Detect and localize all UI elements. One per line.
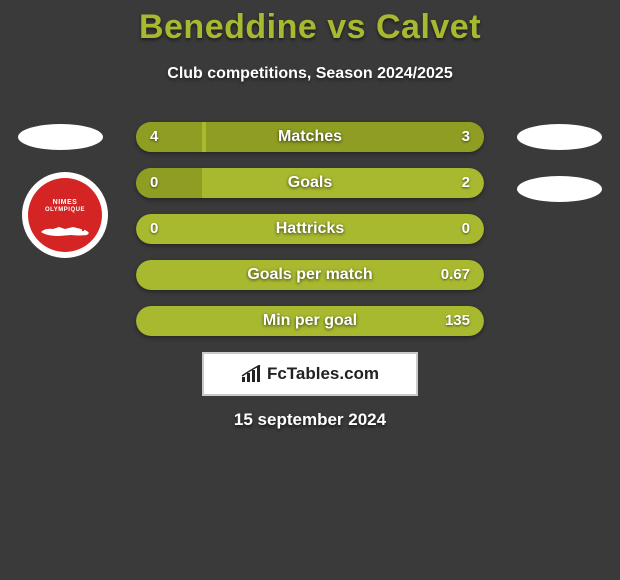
bar-label: Matches [136, 122, 484, 152]
stat-bar-row: 43Matches [136, 122, 484, 152]
brand-text: FcTables.com [267, 364, 379, 384]
date-text: 15 september 2024 [0, 410, 620, 430]
crocodile-icon [39, 218, 91, 240]
stat-bar-row: 135Min per goal [136, 306, 484, 336]
subtitle: Club competitions, Season 2024/2025 [0, 65, 620, 83]
stats-bars: 43Matches 02Goals 00Hattricks 0.67Goals per… [136, 122, 484, 352]
club-name-1: NIMES [53, 199, 78, 207]
chart-icon [241, 365, 263, 383]
club-logo-inner: NIMES OLYMPIQUE [28, 178, 102, 252]
club-name-2: OLYMPIQUE [45, 207, 85, 213]
bar-label: Goals per match [136, 260, 484, 290]
bar-label: Hattricks [136, 214, 484, 244]
player-right-badge-1 [517, 124, 602, 150]
stat-bar-row: 0.67Goals per match [136, 260, 484, 290]
brand-box[interactable]: FcTables.com [202, 352, 418, 396]
page-title: Beneddine vs Calvet [0, 0, 620, 47]
stat-bar-row: 00Hattricks [136, 214, 484, 244]
player-right-badge-2 [517, 176, 602, 202]
bar-label: Goals [136, 168, 484, 198]
bar-label: Min per goal [136, 306, 484, 336]
player-left-badge [18, 124, 103, 150]
club-logo-left: NIMES OLYMPIQUE [22, 172, 108, 258]
stat-bar-row: 02Goals [136, 168, 484, 198]
